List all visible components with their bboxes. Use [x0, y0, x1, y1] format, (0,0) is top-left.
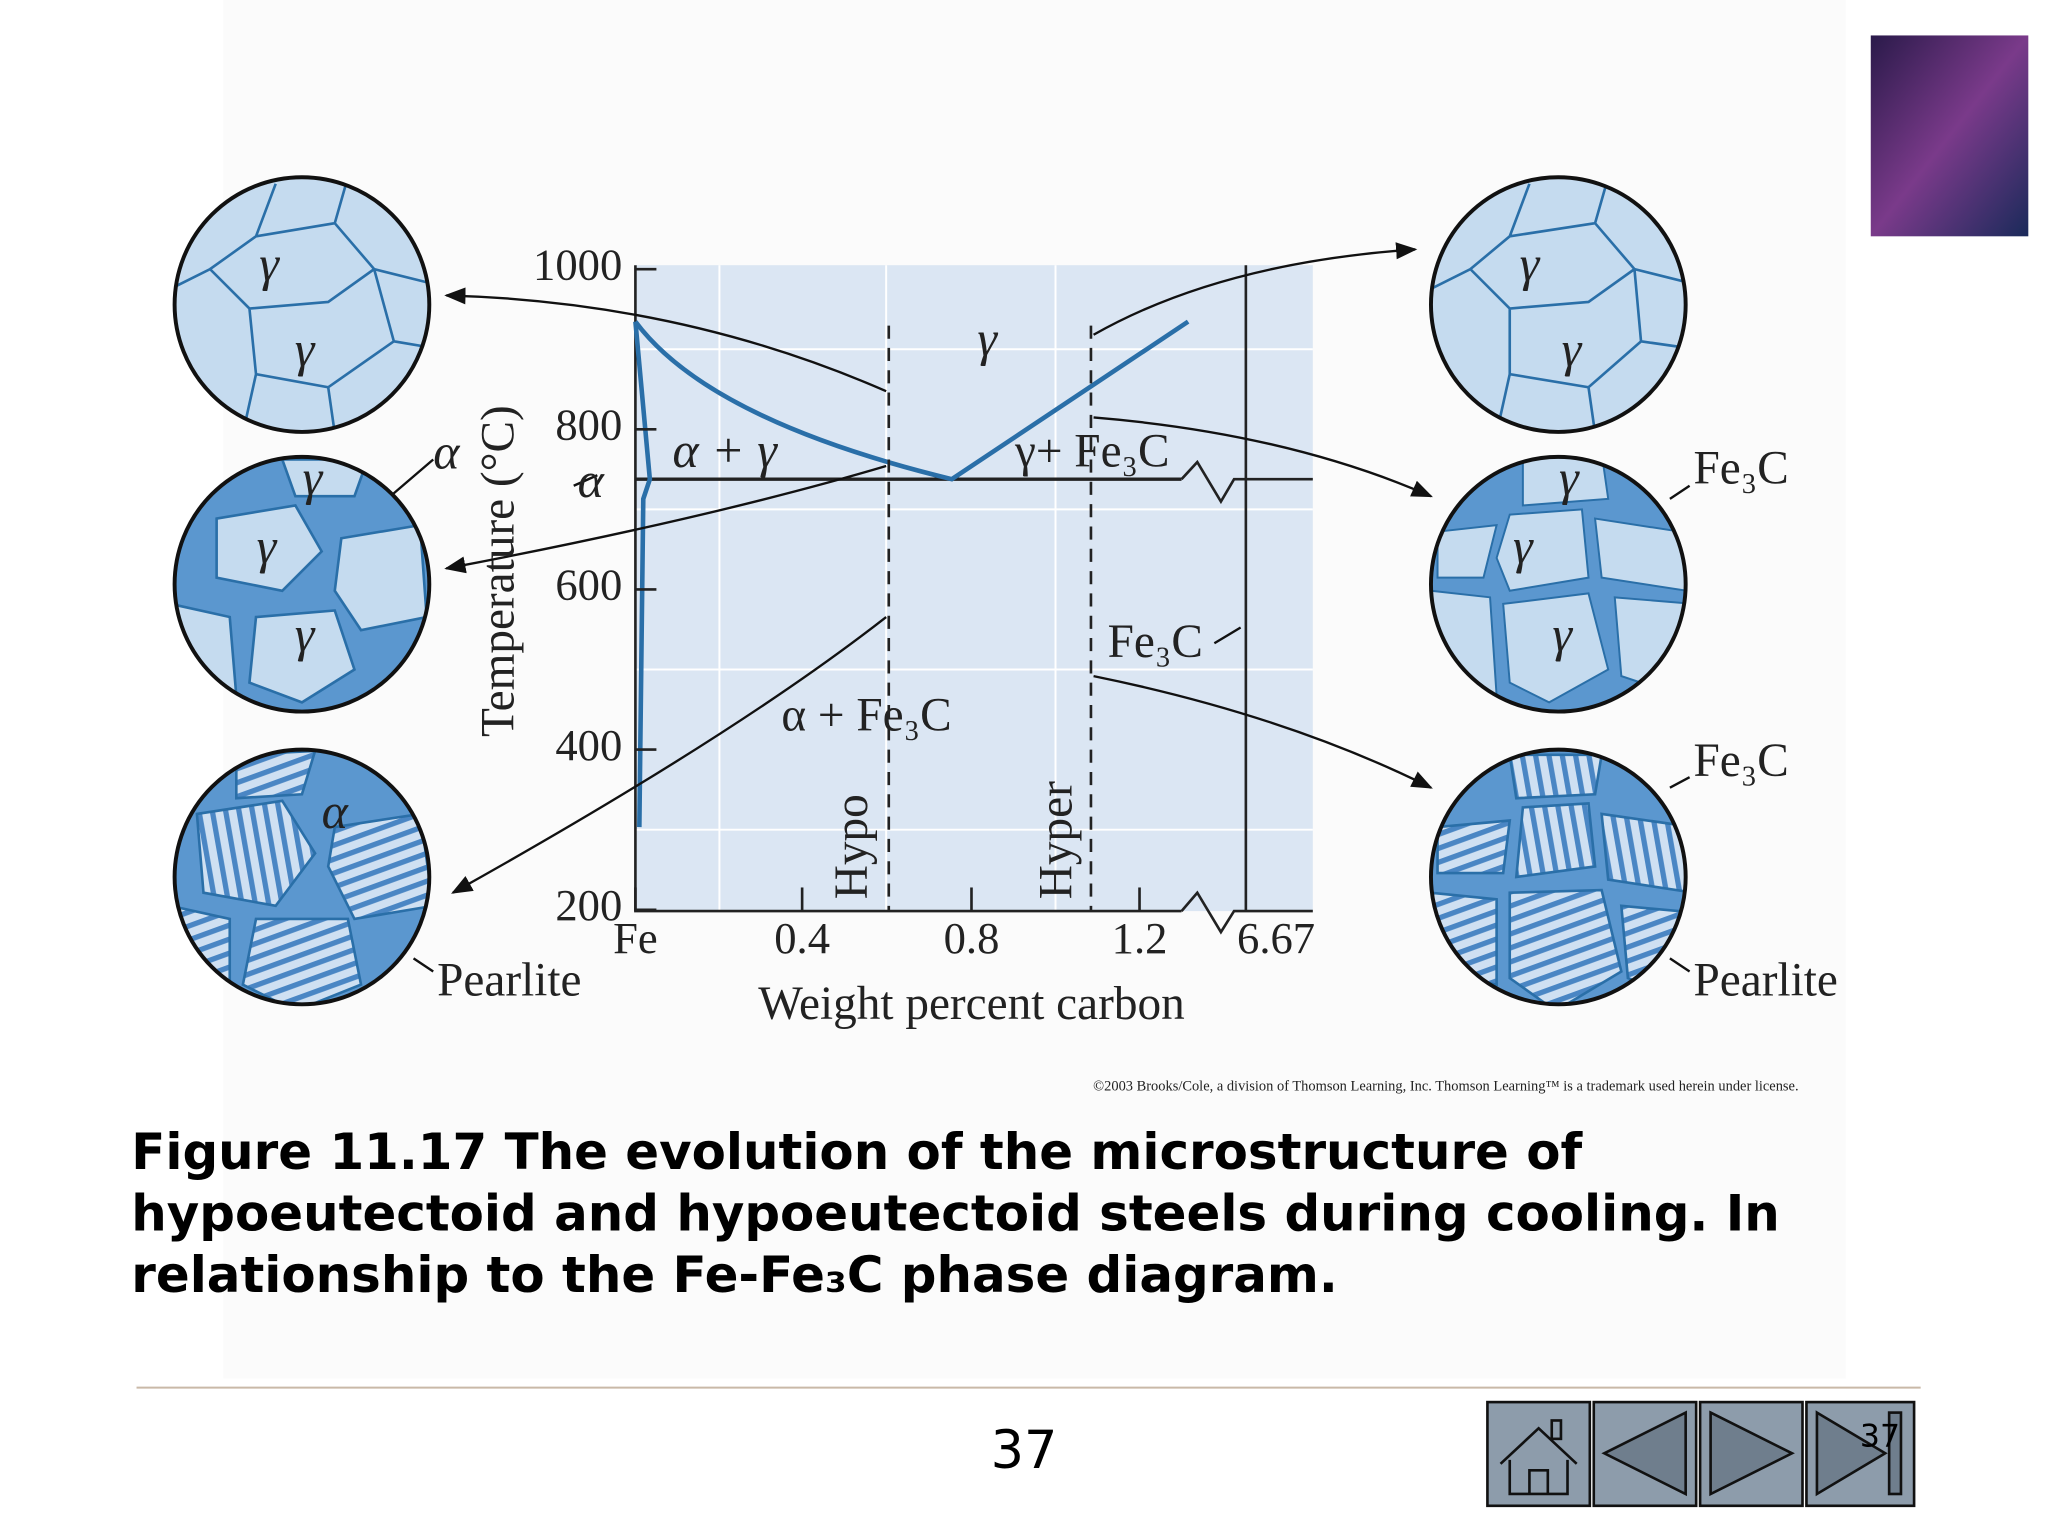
caption-line: Figure 11.17 The evolution of the micros… [131, 1123, 1583, 1181]
x-tick-label: 0.8 [944, 913, 1000, 963]
caption-line: hypoeutectoid and hypoeutectoid steels d… [131, 1184, 1780, 1242]
home-button[interactable] [1486, 1400, 1592, 1508]
region-label: γ+ Fe₃C [1014, 425, 1170, 477]
end-button[interactable] [1805, 1400, 1916, 1508]
x-tick-label: 1.2 [1112, 913, 1168, 963]
phase-label: γ [1552, 607, 1573, 662]
phase-label: α [322, 784, 349, 839]
y-tick-label: 200 [555, 880, 622, 930]
grid [635, 265, 1313, 912]
phase-label: γ [1520, 237, 1541, 292]
plot-area [635, 265, 1313, 912]
y-axis-label: Temperature (°C) [473, 405, 525, 737]
phase-diagram: 1000 800 600 400 200 [533, 239, 1313, 935]
y-tick-label: 1000 [533, 239, 622, 289]
phase-label: γ [295, 607, 316, 662]
phase-label: α [433, 424, 460, 479]
phase-label: γ [259, 237, 280, 292]
dashed-line-label: Hyper [1031, 781, 1083, 899]
region-label: γ [977, 311, 998, 366]
phase-label: Pearlite [437, 954, 581, 1006]
phase-label: Fe₃C [1694, 735, 1789, 787]
x-tick-label: 6.67 [1237, 913, 1315, 963]
phase-label: γ [1562, 322, 1583, 377]
phase-label: γ [257, 519, 278, 574]
x-axis-label: Weight percent carbon [758, 978, 1185, 1030]
book-cover [1870, 35, 2029, 237]
arrows [386, 242, 1691, 973]
dashed-line-label: Hypo [826, 794, 878, 899]
x-tick-label: Fe [613, 913, 658, 963]
caption-line: relationship to the Fe-Fe₃C phase diagra… [131, 1246, 1338, 1304]
nav-page-number: 37 [1860, 1419, 1900, 1455]
phase-label: γ [1559, 451, 1580, 506]
phase-label: Pearlite [1694, 954, 1838, 1006]
y-tick-label: 400 [555, 720, 622, 770]
phase-label: γ [1513, 519, 1534, 574]
y-tick-label: 800 [555, 400, 622, 450]
region-label: α + Fe₃C [781, 689, 951, 741]
copyright: ©2003 Brooks/Cole, a division of Thomson… [1093, 1078, 1798, 1094]
region-label: α [578, 453, 605, 508]
region-label: Fe₃C [1108, 616, 1203, 668]
previous-button[interactable] [1592, 1400, 1698, 1508]
region-label: α + γ [672, 423, 778, 478]
page-number: 37 [991, 1420, 1058, 1481]
next-button[interactable] [1698, 1400, 1804, 1508]
y-tick-label: 600 [555, 560, 622, 610]
phase-label: γ [303, 451, 324, 506]
phase-label: Fe₃C [1694, 442, 1789, 494]
phase-label: γ [295, 322, 316, 377]
micrographs [172, 175, 1688, 1007]
navigation [1486, 1400, 1916, 1508]
x-tick-label: 0.4 [774, 913, 830, 963]
